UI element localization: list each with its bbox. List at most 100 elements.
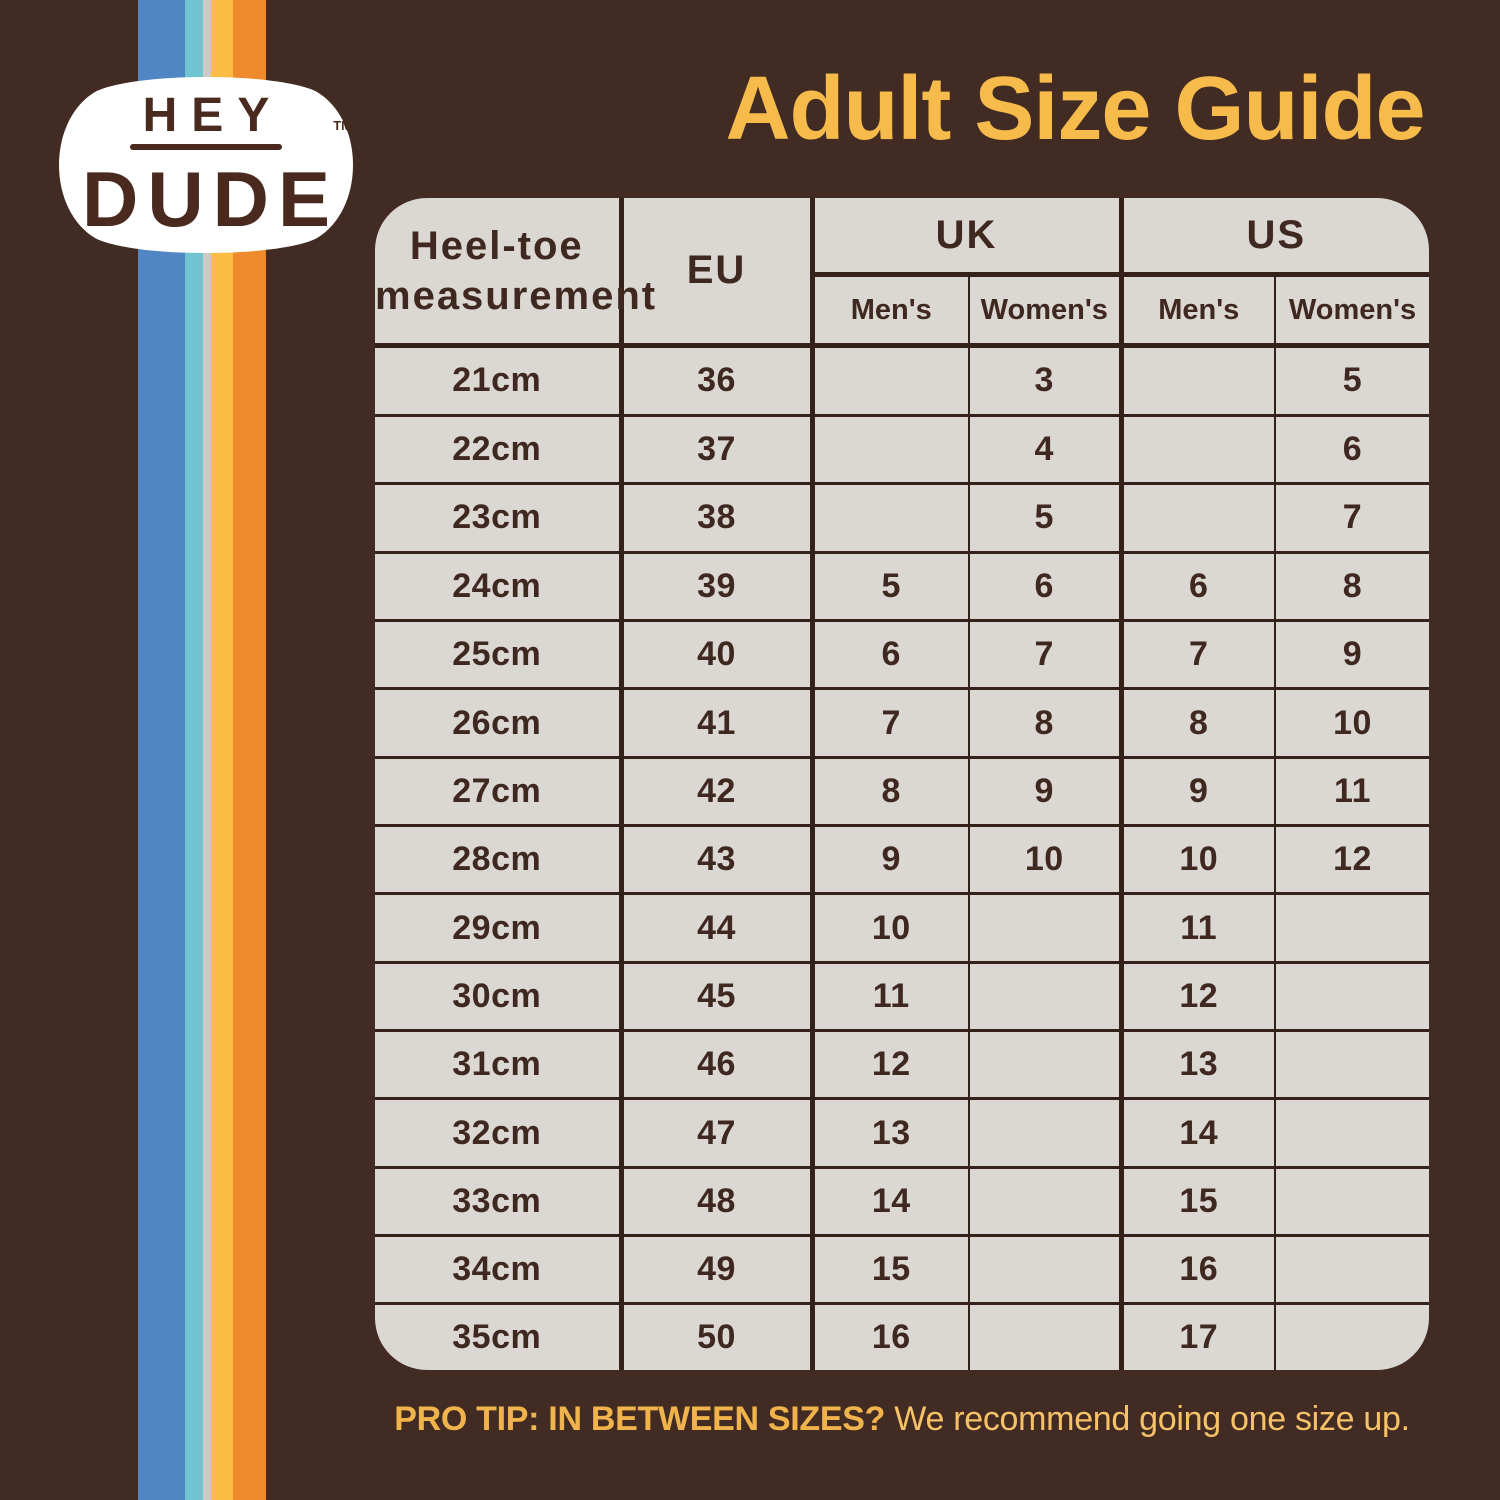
table-cell: 5	[968, 482, 1121, 553]
table-cell: 40	[618, 618, 815, 689]
size-table-body: 21cm 36 3 5 22cm 37 4 6 23cm 38 5 7 24cm 39 5 6 6 8 25cm 40…	[375, 344, 1429, 1370]
table-cell	[968, 892, 1121, 963]
table-cell: 33cm	[375, 1165, 621, 1236]
table-cell: 47	[618, 1097, 815, 1168]
table-cell: 11	[1273, 755, 1429, 826]
table-cell	[1273, 1165, 1429, 1236]
table-cell: 43	[618, 824, 815, 894]
header-uk: UK	[812, 198, 1121, 277]
table-cell: 41	[618, 687, 815, 758]
table-cell: 35cm	[375, 1302, 621, 1370]
table-cell	[812, 344, 969, 416]
header-uk-mens: Men's	[812, 273, 969, 348]
table-row: 21cm 36 3 5	[375, 344, 1429, 416]
table-cell	[968, 1302, 1121, 1370]
table-cell: 3	[968, 344, 1121, 416]
table-row: 26cm 41 7 8 8 10	[375, 687, 1429, 758]
table-cell: 6	[812, 618, 969, 689]
table-cell: 16	[1118, 1234, 1275, 1304]
table-cell: 8	[968, 687, 1121, 758]
header-eu: EU	[618, 198, 815, 348]
table-cell: 12	[812, 1029, 969, 1099]
table-row: 28cm 43 9 10 10 12	[375, 824, 1429, 894]
table-header-group-row: Heel-toe measurement EU UK US	[375, 198, 1429, 348]
trademark-symbol: TM	[333, 118, 352, 133]
header-uk-womens: Women's	[968, 273, 1121, 348]
table-cell	[1118, 482, 1275, 553]
table-cell	[812, 413, 969, 484]
header-us-mens: Men's	[1118, 273, 1275, 348]
header-us: US	[1118, 198, 1429, 277]
header-heel-toe-line1: Heel-toe	[409, 223, 584, 268]
table-cell: 42	[618, 755, 815, 826]
header-heel-toe-measurement: Heel-toe measurement	[375, 198, 655, 348]
table-cell: 7	[812, 687, 969, 758]
table-row: 35cm 50 16 17	[375, 1302, 1429, 1370]
stripe-cyan	[185, 0, 203, 1500]
table-cell: 7	[968, 618, 1121, 689]
table-cell: 8	[1118, 687, 1275, 758]
table-cell: 32cm	[375, 1097, 621, 1168]
table-cell	[1273, 1302, 1429, 1370]
table-cell: 13	[1118, 1029, 1275, 1099]
table-cell: 44	[618, 892, 815, 963]
table-cell	[812, 482, 969, 553]
table-cell: 23cm	[375, 482, 621, 553]
table-cell: 9	[812, 824, 969, 894]
logo-underline	[130, 144, 282, 150]
table-row: 23cm 38 5 7	[375, 482, 1429, 553]
table-row: 25cm 40 6 7 7 9	[375, 618, 1429, 689]
pro-tip: PRO TIP: IN BETWEEN SIZES? We recommend …	[375, 1400, 1429, 1439]
table-cell: 14	[812, 1165, 969, 1236]
table-row: 24cm 39 5 6 6 8	[375, 550, 1429, 621]
table-cell: 34cm	[375, 1234, 621, 1304]
table-cell: 6	[1273, 413, 1429, 484]
table-cell: 28cm	[375, 824, 621, 894]
table-cell: 10	[1118, 824, 1275, 894]
pro-tip-answer: We recommend going one size up.	[894, 1400, 1410, 1438]
size-table-grid: Heel-toe measurement EU UK US Men's Wome…	[375, 198, 1429, 1370]
table-cell: 26cm	[375, 687, 621, 758]
logo-word-hey: HEY	[142, 89, 284, 142]
table-cell: 6	[1118, 550, 1275, 621]
table-cell	[1118, 413, 1275, 484]
table-cell: 39	[618, 550, 815, 621]
table-cell	[968, 1029, 1121, 1099]
table-row: 31cm 46 12 13	[375, 1029, 1429, 1099]
table-cell: 17	[1118, 1302, 1275, 1370]
table-cell: 11	[812, 960, 969, 1031]
table-cell: 30cm	[375, 960, 621, 1031]
table-cell	[1273, 960, 1429, 1031]
heydude-logo: HEY DUDE TM	[50, 72, 362, 258]
table-cell: 9	[968, 755, 1121, 826]
table-cell: 7	[1273, 482, 1429, 553]
logo-word-dude: DUDE	[81, 155, 339, 243]
table-cell: 12	[1273, 824, 1429, 894]
table-row: 30cm 45 11 12	[375, 960, 1429, 1031]
table-cell: 14	[1118, 1097, 1275, 1168]
table-header-sub-row: Men's Women's Men's Women's	[375, 273, 1429, 348]
table-cell: 36	[618, 344, 815, 416]
table-cell: 7	[1118, 618, 1275, 689]
table-cell: 46	[618, 1029, 815, 1099]
logo-badge-shape	[59, 77, 353, 253]
table-cell: 13	[812, 1097, 969, 1168]
table-cell: 48	[618, 1165, 815, 1236]
table-cell: 5	[1273, 344, 1429, 416]
table-cell: 15	[1118, 1165, 1275, 1236]
table-cell	[968, 960, 1121, 1031]
table-row: 32cm 47 13 14	[375, 1097, 1429, 1168]
table-cell	[1273, 1097, 1429, 1168]
table-cell	[1273, 892, 1429, 963]
table-cell: 38	[618, 482, 815, 553]
table-cell: 8	[812, 755, 969, 826]
stripe-white	[203, 0, 211, 1500]
table-cell: 12	[1118, 960, 1275, 1031]
table-cell: 22cm	[375, 413, 621, 484]
page-title: Adult Size Guide	[725, 59, 1425, 159]
table-row: 27cm 42 8 9 9 11	[375, 755, 1429, 826]
table-cell: 45	[618, 960, 815, 1031]
table-cell: 4	[968, 413, 1121, 484]
table-cell: 10	[812, 892, 969, 963]
table-cell: 21cm	[375, 344, 621, 416]
